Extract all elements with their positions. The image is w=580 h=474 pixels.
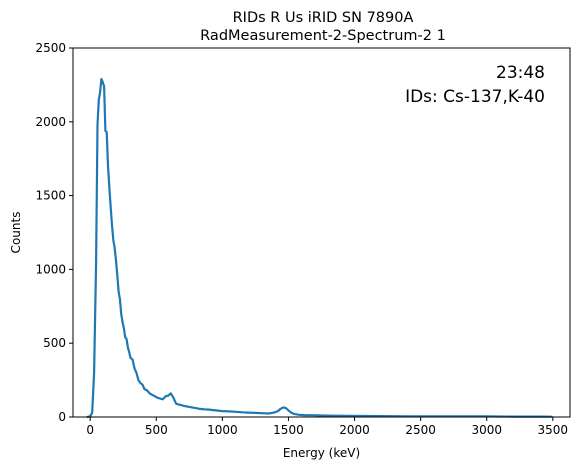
annotation-time: 23:48 (496, 63, 545, 83)
plot-area: 0 500 1000 1500 2000 2500 3000 3500 0 500 1000 1500… (35, 41, 568, 437)
chart-title-line2: RadMeasurement-2-Spectrum-2 1 (200, 28, 446, 44)
y-tick-label: 1000 (35, 262, 66, 276)
y-tick-label: 1500 (35, 189, 66, 203)
x-tick-label: 3500 (538, 423, 569, 437)
x-tick-label: 0 (86, 423, 94, 437)
x-axis-label: Energy (keV) (283, 446, 360, 460)
x-tick-label: 2000 (339, 423, 370, 437)
x-tick-label: 2500 (405, 423, 436, 437)
x-tick-label: 1000 (207, 423, 238, 437)
y-tick-label: 2500 (35, 41, 66, 55)
y-tick-label: 0 (58, 410, 66, 424)
x-tick-label: 500 (145, 423, 168, 437)
spectrum-series-line (86, 77, 553, 419)
x-tick-label: 1500 (273, 423, 304, 437)
x-tick-label: 3000 (471, 423, 502, 437)
plot-frame (72, 47, 571, 418)
y-axis-label: Counts (9, 212, 23, 254)
y-tick-label: 500 (43, 336, 66, 350)
y-tick-label: 2000 (35, 115, 66, 129)
chart-title-line1: RIDs R Us iRID SN 7890A (233, 10, 414, 26)
annotation-ids: IDs: Cs-137,K-40 (405, 87, 545, 107)
